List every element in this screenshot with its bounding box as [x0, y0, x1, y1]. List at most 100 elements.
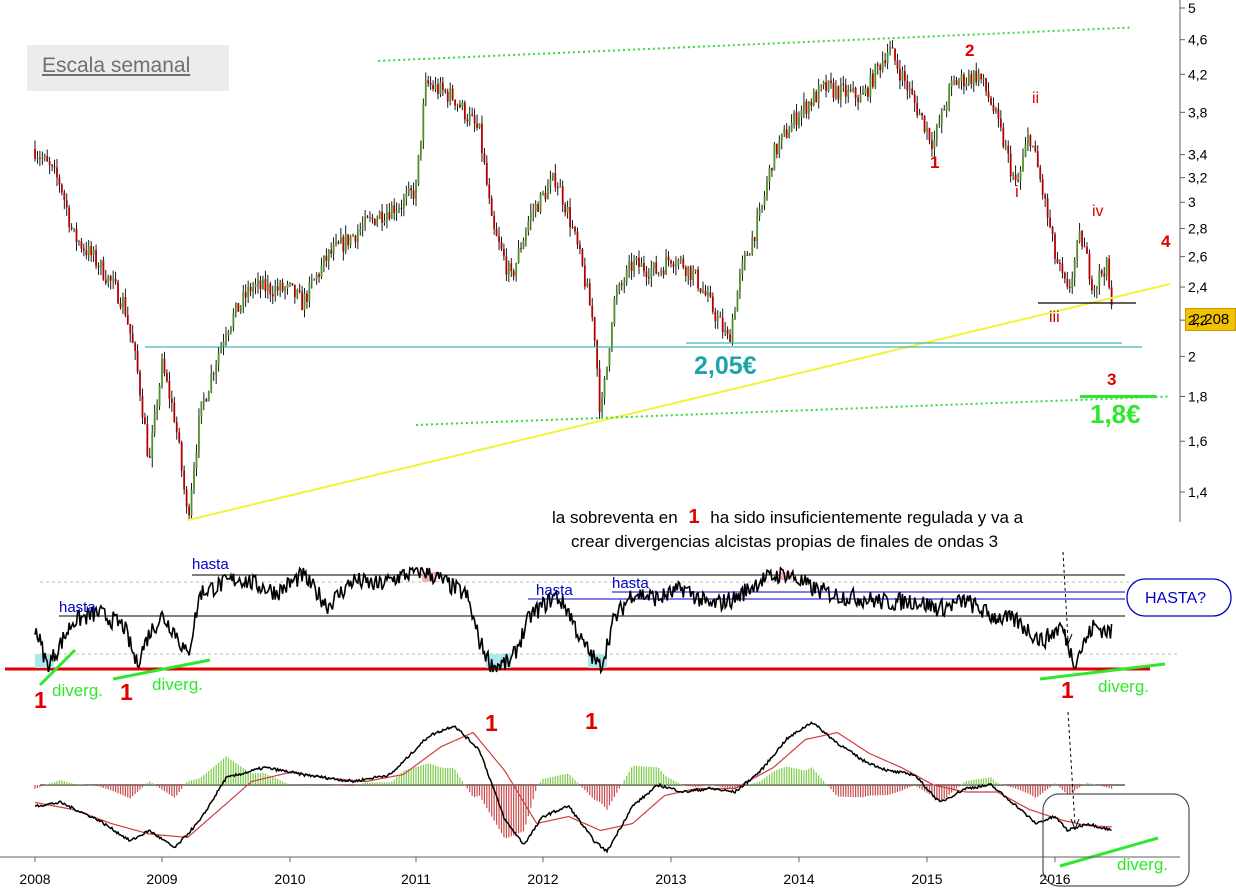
- macd-signal-line: [34, 731, 1112, 839]
- price-candle-body-284: [729, 334, 731, 343]
- price-candle-body-194: [507, 263, 510, 275]
- price-candle-body-195: [510, 263, 513, 271]
- price-candle-body-122: [332, 244, 335, 254]
- price-candle-body-240: [620, 283, 623, 285]
- price-candle-body-345: [879, 65, 882, 71]
- price-candle-body-383: [972, 71, 975, 84]
- y-tick-label-14: 1,4: [1188, 484, 1208, 500]
- y-tick-label-8: 2,6: [1188, 249, 1208, 265]
- price-candle-body-172: [454, 99, 456, 106]
- price-candle-body-81: [232, 313, 235, 327]
- price-candle-body-176: [463, 102, 466, 120]
- price-candle-body-147: [393, 205, 396, 214]
- wave-label-1: 1: [930, 153, 939, 172]
- price-candle-body-173: [456, 104, 459, 106]
- price-candle-body-153: [407, 188, 410, 194]
- price-candle-body-439: [1110, 287, 1113, 306]
- price-candle-body-279: [716, 316, 719, 322]
- price-candle-body-151: [402, 198, 405, 208]
- price-candle-body-292: [748, 253, 751, 256]
- price-candle-body-164: [434, 84, 437, 90]
- price-candle-body-247: [638, 257, 640, 267]
- price-candle-body-158: [419, 140, 422, 156]
- price-candle-body-355: [903, 71, 906, 82]
- price-candle-body-316: [807, 102, 810, 114]
- price-candle-body-111: [306, 293, 308, 302]
- price-candle-body-210: [547, 186, 549, 200]
- price-candle-body-267: [687, 266, 690, 276]
- price-candle-body-123: [335, 241, 337, 245]
- price-candle-body-132: [356, 231, 359, 243]
- price-candle-body-103: [286, 283, 289, 289]
- price-candle-body-375: [953, 79, 955, 81]
- price-candle-body-140: [376, 218, 379, 226]
- price-candle-body-38: [126, 314, 129, 324]
- price-candle-body-30: [107, 276, 110, 284]
- price-candle-body-277: [711, 296, 714, 312]
- price-candle-body-330: [842, 83, 845, 85]
- price-candle-body-125: [339, 236, 342, 244]
- price-candle-body-99: [276, 286, 279, 291]
- price-candle-body-203: [529, 212, 532, 222]
- price-candle-body-139: [373, 218, 376, 226]
- price-candle-body-157: [417, 155, 420, 184]
- price-candle-body-12: [63, 192, 66, 201]
- price-candle-body-131: [354, 235, 357, 243]
- price-candle-body-366: [931, 140, 933, 149]
- price-candle-body-78: [225, 335, 227, 342]
- price-candle-body-299: [766, 181, 768, 196]
- price-candle-body-74: [215, 364, 218, 375]
- price-candle-body-208: [542, 192, 544, 194]
- price-candle-body-207: [539, 193, 542, 212]
- price-candle-body-8: [53, 166, 56, 168]
- hasta-label-2: hasta: [192, 556, 229, 573]
- price-candle-body-86: [244, 292, 247, 298]
- price-candle-body-309: [790, 122, 793, 133]
- price-candle-body-94: [264, 279, 267, 292]
- price-candle-body-45: [144, 417, 146, 425]
- price-candle-body-108: [298, 290, 301, 292]
- price-candle-body-180: [473, 115, 476, 124]
- price-candle-body-87: [247, 286, 250, 298]
- price-candle-body-300: [768, 167, 771, 182]
- price-candle-body-386: [980, 73, 983, 80]
- price-candle-body-206: [537, 204, 540, 212]
- price-candle-body-239: [618, 283, 621, 292]
- price-candle-body-361: [918, 113, 921, 116]
- price-candle-body-290: [743, 254, 746, 262]
- price-candle-body-58: [175, 421, 178, 433]
- price-candle-body-381: [967, 74, 970, 83]
- price-candle-body-343: [874, 64, 877, 87]
- osc-bottom-mark-1: 1: [34, 687, 47, 713]
- price-candle-body-253: [652, 262, 655, 269]
- price-candle-body-245: [633, 260, 635, 271]
- price-candle-body-394: [999, 118, 1002, 128]
- price-candle-body-141: [378, 211, 381, 219]
- wave-label-iv: iv: [1092, 203, 1104, 220]
- price-candle-body-106: [293, 284, 296, 298]
- price-candle-body-163: [432, 84, 434, 90]
- price-candle-body-219: [569, 206, 571, 228]
- price-candle-body-266: [684, 267, 687, 276]
- price-candle-body-50: [156, 406, 159, 412]
- price-candle-body-117: [320, 265, 323, 277]
- price-candle-body-69: [202, 399, 205, 402]
- price-candle-body-22: [87, 245, 90, 256]
- price-candle-body-113: [310, 280, 313, 282]
- price-candle-body-135: [364, 216, 367, 226]
- price-candle-body-416: [1054, 234, 1056, 259]
- price-candle-body-273: [702, 290, 704, 293]
- price-candle-body-26: [97, 265, 100, 268]
- y-tick-label-2: 4,2: [1188, 66, 1208, 82]
- price-candle-body-63: [188, 506, 190, 516]
- price-candle-body-297: [761, 205, 763, 210]
- price-candle-body-211: [549, 179, 552, 187]
- price-candle-body-419: [1061, 263, 1064, 273]
- price-candle-body-0: [34, 149, 36, 159]
- annotation-arrow-1: [1062, 551, 1069, 641]
- price-candle-body-288: [739, 273, 741, 292]
- price-candle-body-127: [344, 234, 347, 252]
- price-candle-body-227: [588, 283, 591, 306]
- price-candle-body-281: [721, 317, 724, 333]
- price-candle-body-285: [731, 318, 734, 343]
